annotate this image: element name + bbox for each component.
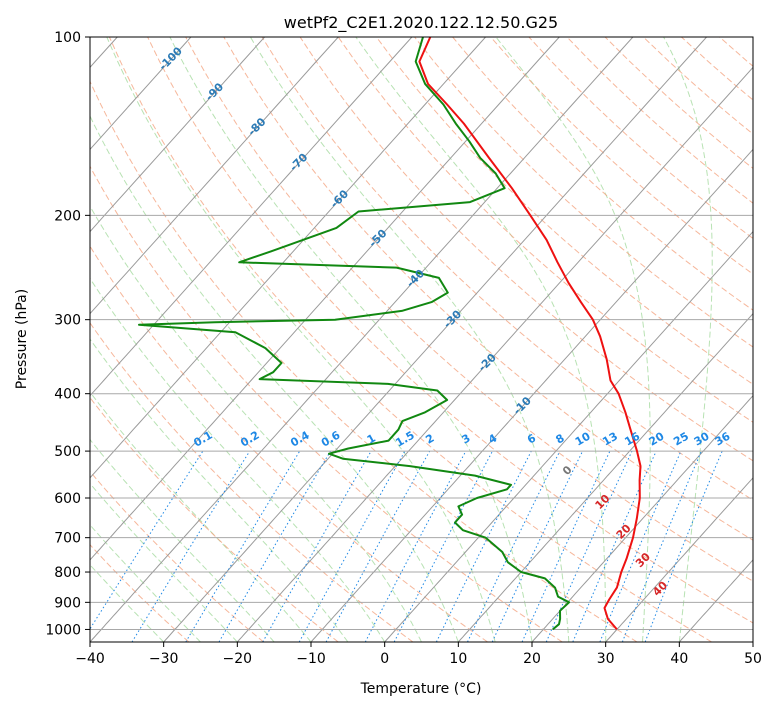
- isotherm-line: [90, 37, 413, 397]
- series-line-dewpoint: [138, 37, 571, 631]
- moist-adiabat-line: [90, 438, 275, 642]
- profile-lines: [138, 37, 642, 631]
- background-lines: [90, 37, 753, 642]
- isotherm-line: [605, 477, 753, 642]
- dry-adiabat-line: [147, 37, 753, 624]
- x-tick-label: 20: [523, 651, 541, 667]
- series-line-temperature: [418, 37, 642, 631]
- y-tick-label: 600: [54, 491, 81, 507]
- dry-adiabat-line: [261, 37, 753, 501]
- isotherm-line: [678, 559, 753, 642]
- dry-adiabat-line: [223, 37, 753, 541]
- dry-adiabat-line: [299, 37, 753, 462]
- y-tick-label: 100: [54, 30, 81, 46]
- x-tick-label: 30: [597, 651, 615, 667]
- dry-adiabat-line: [90, 165, 563, 642]
- y-tick-label: 400: [54, 387, 81, 403]
- moist-adiabat-line: [106, 37, 496, 642]
- mixing-ratio-line: [545, 450, 633, 642]
- x-tick-label: 10: [449, 651, 467, 667]
- isotherm-line: [310, 148, 753, 642]
- x-tick-label: −30: [149, 651, 179, 667]
- moist-adiabat-line: [90, 205, 422, 642]
- y-tick-label: 700: [54, 531, 81, 547]
- moist-adiabat-line: [169, 37, 533, 642]
- isotherm-line: [90, 37, 486, 479]
- y-tick-label: 500: [54, 444, 81, 460]
- isotherm-line: [384, 230, 753, 642]
- isotherm-line: [90, 37, 339, 315]
- moist-adiabat-line: [90, 482, 238, 642]
- mixing-ratio-line: [90, 450, 204, 630]
- x-tick-label: −10: [296, 651, 326, 667]
- isotherm-line: [236, 66, 753, 642]
- mixing-ratio-line: [572, 450, 657, 642]
- moist-adiabat-line: [90, 524, 201, 642]
- y-tick-label: 200: [54, 208, 81, 224]
- x-tick-label: −40: [75, 651, 105, 667]
- mixing-ratio-line: [621, 450, 702, 642]
- dry-adiabat-line: [90, 470, 264, 642]
- dry-adiabat-line: [375, 37, 753, 385]
- dry-adiabat-line: [414, 37, 753, 348]
- x-axis-label: Temperature (°C): [360, 681, 482, 697]
- mixing-ratio-line: [364, 450, 467, 642]
- y-tick-label: 900: [54, 595, 81, 611]
- mixing-ratio-line: [599, 450, 682, 642]
- y-tick-label: 300: [54, 313, 81, 329]
- isotherm-line: [90, 37, 560, 561]
- chart-title: wetPf2_C2E1.2020.122.12.50.G25: [284, 13, 558, 33]
- x-tick-label: −20: [223, 651, 253, 667]
- mixing-ratio-line: [262, 450, 372, 642]
- isotherm-line: [531, 394, 753, 642]
- x-tick-label: 50: [744, 651, 762, 667]
- isotherm-line: [163, 37, 707, 642]
- axis-ticks: −40 −30 −20 −10 0 10 20 30 40 50 100 200 300 400 500 60…: [45, 30, 762, 667]
- dry-adiabat-line: [185, 37, 753, 582]
- mixing-ratio-line: [435, 450, 532, 642]
- x-tick-label: 0: [380, 651, 389, 667]
- mixing-ratio-line: [131, 450, 251, 642]
- moist-adiabat-line: [90, 564, 165, 642]
- isotherm-line: [457, 312, 753, 642]
- moist-adiabat-line: [355, 37, 607, 642]
- y-axis-label: Pressure (hPa): [14, 289, 30, 389]
- moist-adiabat-line: [90, 277, 386, 642]
- isotherm-line: [90, 37, 634, 642]
- dry-adiabat-line: [108, 37, 712, 642]
- x-tick-label: 40: [670, 651, 688, 667]
- y-tick-label: 800: [54, 565, 81, 581]
- mixing-ratio-line: [325, 450, 431, 642]
- dry-adiabat-line: [90, 245, 488, 642]
- y-tick-label: 1000: [45, 622, 81, 638]
- mixing-ratio-line: [644, 450, 723, 642]
- dry-adiabat-line: [90, 80, 638, 642]
- moist-adiabat-line: [663, 37, 713, 642]
- moist-adiabat-line: [249, 37, 570, 642]
- mixing-ratio-line: [298, 450, 406, 642]
- plot-frame: [89, 36, 754, 643]
